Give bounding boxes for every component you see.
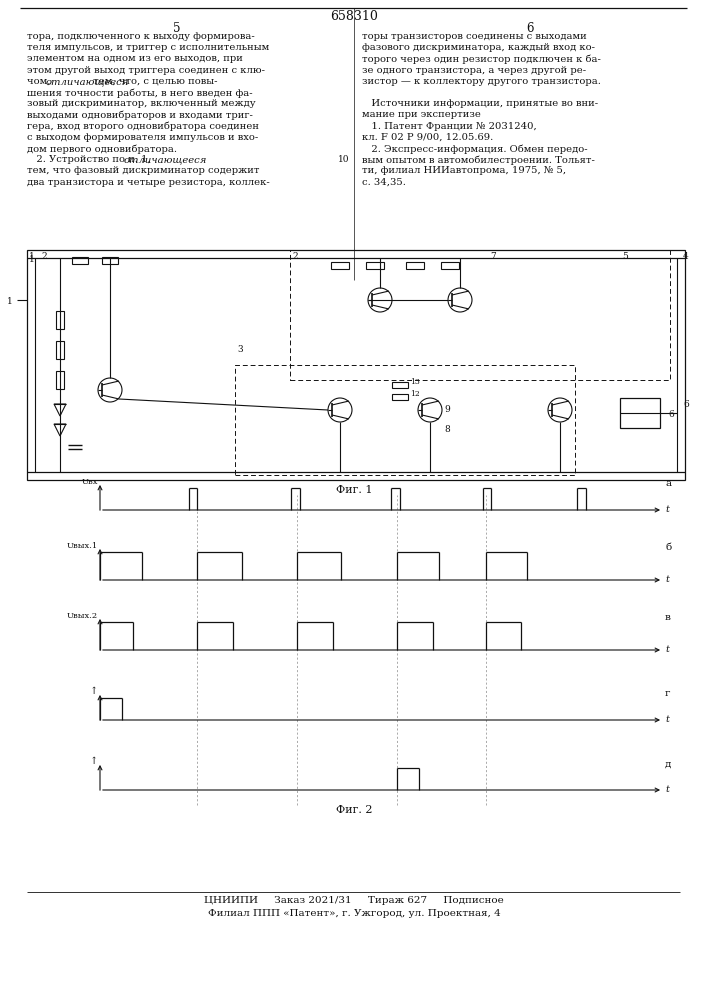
Text: чом,: чом, (27, 77, 54, 86)
Text: t: t (665, 716, 669, 724)
Text: Uвх: Uвх (81, 478, 98, 486)
Text: 5: 5 (173, 22, 181, 35)
Text: 2. Экспресс-информация. Обмен передо-: 2. Экспресс-информация. Обмен передо- (362, 144, 588, 153)
Text: 1: 1 (7, 297, 13, 306)
Bar (27, 250, 685, 480)
Bar (102, 256, 118, 263)
Bar (56, 311, 64, 329)
Text: 1. Патент Франции № 2031240,: 1. Патент Франции № 2031240, (362, 122, 537, 131)
Text: Uвых.2: Uвых.2 (67, 612, 98, 620)
Text: 2. Устройство по п. 1,: 2. Устройство по п. 1, (27, 155, 154, 164)
Text: 9: 9 (444, 405, 450, 414)
Text: ти, филиал НИИавтопрома, 1975, № 5,: ти, филиал НИИавтопрома, 1975, № 5, (362, 166, 566, 175)
Text: 2: 2 (41, 252, 47, 261)
Text: Фиг. 2: Фиг. 2 (336, 805, 373, 815)
Text: тем, что, с целью повы-: тем, что, с целью повы- (90, 77, 218, 86)
Bar (72, 256, 88, 263)
Text: 6: 6 (683, 400, 689, 409)
Text: в: в (665, 613, 671, 622)
Text: 7: 7 (490, 252, 496, 261)
Text: элементом на одном из его выходов, при: элементом на одном из его выходов, при (27, 54, 243, 63)
Text: выходами одновибраторов и входами триг-: выходами одновибраторов и входами триг- (27, 110, 253, 120)
Text: тем, что фазовый дискриминатор содержит: тем, что фазовый дискриминатор содержит (27, 166, 259, 175)
Text: тора, подключенного к выходу формирова-: тора, подключенного к выходу формирова- (27, 32, 255, 41)
Text: 1: 1 (29, 252, 35, 261)
Text: торы транзисторов соединены с выходами: торы транзисторов соединены с выходами (362, 32, 587, 41)
Text: 658310: 658310 (330, 10, 378, 23)
Text: фазового дискриминатора, каждый вход ко-: фазового дискриминатора, каждый вход ко- (362, 43, 595, 52)
Text: 4: 4 (683, 252, 689, 261)
Text: зовый дискриминатор, включенный между: зовый дискриминатор, включенный между (27, 99, 256, 108)
Text: 13: 13 (410, 378, 420, 386)
Text: 12: 12 (410, 390, 420, 398)
Text: этом другой выход триггера соединен с клю-: этом другой выход триггера соединен с кл… (27, 66, 265, 75)
Text: вым опытом в автомобилестроении. Тольят-: вым опытом в автомобилестроении. Тольят- (362, 155, 595, 165)
Text: с. 34,35.: с. 34,35. (362, 178, 406, 187)
Text: 2: 2 (292, 252, 298, 261)
Text: торого через один резистор подключен к ба-: торого через один резистор подключен к б… (362, 54, 601, 64)
Text: отличающееся: отличающееся (45, 77, 129, 86)
Text: зе одного транзистора, а через другой ре-: зе одного транзистора, а через другой ре… (362, 66, 586, 75)
Bar (56, 341, 64, 359)
Text: t: t (665, 506, 669, 514)
Text: Uвых.1: Uвых.1 (66, 542, 98, 550)
Text: 5: 5 (622, 252, 628, 261)
Text: отличающееся: отличающееся (124, 155, 207, 164)
Text: зистор — к коллектору другого транзистора.: зистор — к коллектору другого транзистор… (362, 77, 601, 86)
Text: t: t (665, 786, 669, 794)
Text: Фиг. 1: Фиг. 1 (336, 485, 373, 495)
Bar (441, 261, 459, 268)
Bar (331, 261, 349, 268)
Text: ↑: ↑ (90, 758, 98, 766)
Text: t: t (665, 646, 669, 654)
Bar (406, 261, 424, 268)
Bar (366, 261, 384, 268)
Bar (392, 394, 408, 400)
Text: кл. F 02 P 9/00, 12.05.69.: кл. F 02 P 9/00, 12.05.69. (362, 133, 493, 142)
Text: 1: 1 (29, 255, 35, 264)
Bar (620, 398, 660, 428)
Text: 8: 8 (444, 425, 450, 434)
Text: ↑: ↑ (90, 688, 98, 696)
Bar (235, 365, 575, 475)
Bar (392, 382, 408, 388)
Bar (290, 250, 670, 380)
Text: 6: 6 (526, 22, 534, 35)
Text: д: д (665, 760, 672, 768)
Text: 3: 3 (237, 345, 243, 354)
Text: ЦНИИПИ     Заказ 2021/31     Тираж 627     Подписное: ЦНИИПИ Заказ 2021/31 Тираж 627 Подписное (204, 896, 504, 905)
Text: г: г (665, 690, 670, 698)
Text: 10: 10 (337, 155, 349, 164)
Text: а: а (665, 480, 671, 488)
Text: Источники информации, принятые во вни-: Источники информации, принятые во вни- (362, 99, 598, 108)
Text: с выходом формирователя импульсов и вхо-: с выходом формирователя импульсов и вхо- (27, 133, 258, 142)
Text: 6: 6 (668, 410, 674, 419)
Text: дом первого одновибратора.: дом первого одновибратора. (27, 144, 177, 153)
Text: t: t (665, 576, 669, 584)
Text: теля импульсов, и триггер с исполнительным: теля импульсов, и триггер с исполнительн… (27, 43, 269, 52)
Text: гера, вход второго одновибратора соединен: гера, вход второго одновибратора соедине… (27, 122, 259, 131)
Bar (56, 371, 64, 389)
Text: мание при экспертизе: мание при экспертизе (362, 110, 481, 119)
Text: б: б (665, 544, 671, 552)
Text: два транзистора и четыре резистора, коллек-: два транзистора и четыре резистора, колл… (27, 178, 270, 187)
Text: Филиал ППП «Патент», г. Ужгород, ул. Проектная, 4: Филиал ППП «Патент», г. Ужгород, ул. Про… (208, 909, 501, 918)
Text: шения точности работы, в него введен фа-: шения точности работы, в него введен фа- (27, 88, 252, 98)
